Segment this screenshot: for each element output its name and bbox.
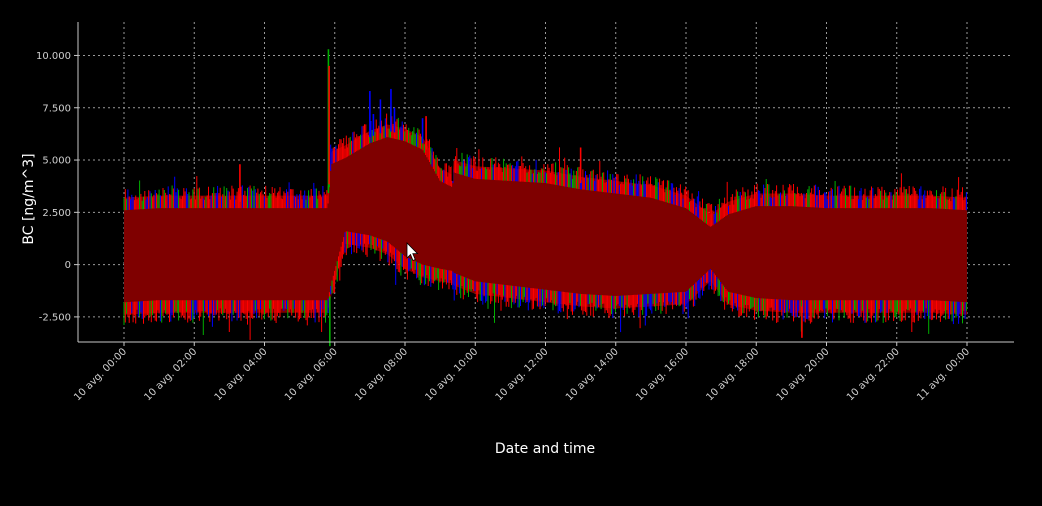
y-tick-labels: 10.000 7.500 5.000 2.500 0 -2.500 <box>36 51 71 323</box>
y-tick-label: 0 <box>65 260 71 271</box>
data-band-fill <box>124 124 967 315</box>
x-axis-title: Date and time <box>495 441 595 457</box>
data-band <box>124 124 967 315</box>
y-axis-title: BC [ng/m^3] <box>21 153 37 244</box>
noise-marks <box>123 49 967 347</box>
y-tick-label: 2.500 <box>42 208 71 219</box>
mouse-cursor-icon <box>406 242 419 262</box>
y-tick-label: -2.500 <box>39 312 71 323</box>
y-tick-label: 5.000 <box>42 156 71 167</box>
y-tick-label: 10.000 <box>36 51 71 62</box>
y-tick-label: 7.500 <box>42 103 71 114</box>
axes <box>77 22 1014 343</box>
